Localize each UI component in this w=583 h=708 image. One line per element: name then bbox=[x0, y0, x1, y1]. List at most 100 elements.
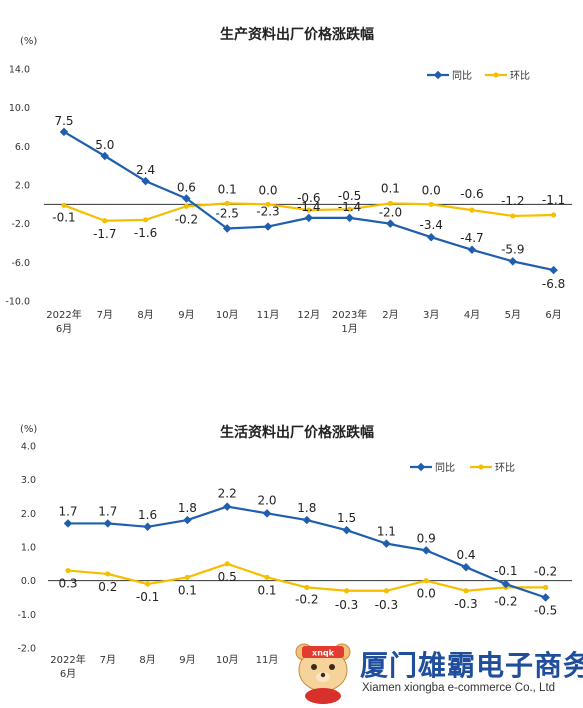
data-point-mom bbox=[224, 561, 230, 567]
data-label-mom: 0.1 bbox=[178, 583, 197, 597]
data-label-mom: -0.2 bbox=[534, 564, 557, 578]
data-label-mom: -0.2 bbox=[295, 592, 318, 606]
x-tick-label: 2023年 bbox=[332, 308, 367, 321]
y-tick-label: 4.0 bbox=[21, 442, 36, 453]
x-tick-label: 4月 bbox=[464, 309, 480, 321]
data-label-yoy: 1.7 bbox=[58, 504, 77, 518]
data-label-yoy: -0.5 bbox=[534, 604, 557, 618]
chart-title: 生活资料出厂价格涨跌幅 bbox=[220, 424, 374, 441]
data-point-yoy bbox=[141, 176, 150, 186]
data-point-mom bbox=[551, 212, 557, 218]
data-label-mom: -0.6 bbox=[460, 187, 483, 201]
x-tick-label: 7月 bbox=[100, 654, 116, 666]
legend-label: 同比 bbox=[435, 462, 455, 474]
data-point-mom bbox=[306, 207, 312, 213]
data-label-mom: 0.0 bbox=[422, 183, 441, 197]
data-point-yoy bbox=[100, 151, 110, 161]
data-point-mom bbox=[264, 574, 270, 580]
data-label-mom: -0.1 bbox=[52, 210, 75, 224]
data-label-yoy: 1.7 bbox=[98, 504, 117, 518]
data-point-mom bbox=[347, 206, 353, 212]
data-point-yoy bbox=[508, 257, 518, 266]
x-tick-label: 2022年 bbox=[50, 653, 85, 666]
data-point-yoy bbox=[182, 194, 191, 203]
data-label-mom: -1.1 bbox=[542, 193, 565, 207]
legend-marker bbox=[478, 464, 484, 470]
data-label-mom: 0.0 bbox=[417, 587, 436, 601]
data-point-mom bbox=[463, 588, 469, 594]
data-label-yoy: -0.1 bbox=[494, 564, 517, 578]
data-point-yoy bbox=[461, 562, 471, 572]
data-label-mom: -1.7 bbox=[93, 227, 116, 241]
data-label-mom: 0.1 bbox=[257, 583, 276, 597]
x-tick-label: 9月 bbox=[179, 654, 195, 666]
data-label-yoy: 1.1 bbox=[377, 525, 396, 539]
x-tick-label: 2月 bbox=[382, 309, 398, 321]
x-tick-label-line2: 6月 bbox=[56, 323, 72, 335]
x-tick-label: 10月 bbox=[216, 654, 239, 666]
data-label-mom: 0.5 bbox=[218, 570, 237, 584]
x-tick-label: 2022年 bbox=[46, 308, 81, 321]
y-tick-label: 10.0 bbox=[9, 103, 30, 114]
x-tick-label: 11月 bbox=[257, 309, 280, 321]
data-point-mom bbox=[344, 588, 350, 594]
data-point-yoy bbox=[183, 515, 192, 525]
data-label-mom: 0.0 bbox=[258, 183, 277, 197]
y-tick-label: 1.0 bbox=[21, 543, 36, 554]
data-point-yoy bbox=[263, 222, 273, 231]
x-tick-label: 5月 bbox=[505, 309, 521, 321]
data-label-mom: -0.6 bbox=[297, 191, 320, 205]
data-label-yoy: -2.5 bbox=[215, 207, 238, 221]
data-label-yoy: -2.0 bbox=[379, 206, 402, 220]
data-point-mom bbox=[510, 213, 516, 219]
data-point-mom bbox=[145, 581, 151, 587]
data-point-mom bbox=[102, 218, 108, 224]
chart-producer-goods: 生产资料出厂价格涨跌幅 (%) 14.0 10.0 6.0 2.0 -2.0 -6.0 -10.… bbox=[5, 26, 572, 335]
data-point-yoy bbox=[386, 219, 395, 228]
x-tick-label: 9月 bbox=[178, 309, 194, 321]
data-label-mom: -0.3 bbox=[375, 598, 398, 612]
x-tick-label: 11月 bbox=[256, 654, 279, 666]
data-label-mom: -0.2 bbox=[494, 594, 517, 608]
data-label-yoy: -2.3 bbox=[256, 205, 279, 219]
x-tick-label: 12月 bbox=[297, 309, 320, 321]
data-point-mom bbox=[143, 217, 149, 223]
legend-label: 环比 bbox=[510, 70, 530, 82]
bear-logo-icon: xnqk bbox=[295, 643, 351, 704]
y-unit-label: (%) bbox=[20, 424, 37, 435]
legend-marker bbox=[433, 70, 443, 80]
x-tick-label-line2: 6月 bbox=[60, 668, 76, 680]
data-label-yoy: -1.4 bbox=[338, 200, 361, 214]
company-name-en: Xiamen xiongba e-commerce Co., Ltd bbox=[362, 682, 556, 694]
data-point-yoy bbox=[342, 525, 351, 535]
data-point-mom bbox=[184, 574, 190, 580]
data-label-mom: -1.6 bbox=[134, 226, 157, 240]
data-point-yoy bbox=[222, 502, 232, 511]
x-tick-label: 10月 bbox=[216, 309, 239, 321]
company-name-cn: 厦门雄霸电子商务 bbox=[360, 649, 583, 682]
data-label-mom: -1.2 bbox=[501, 194, 524, 208]
data-label-yoy: -5.9 bbox=[501, 242, 524, 256]
data-label-yoy: 5.0 bbox=[95, 138, 114, 152]
y-tick-label: -10.0 bbox=[5, 297, 30, 308]
data-point-mom bbox=[469, 207, 475, 213]
y-tick-label: 2.0 bbox=[21, 509, 36, 520]
data-point-mom bbox=[304, 584, 310, 590]
data-label-yoy: 1.5 bbox=[337, 511, 356, 525]
x-tick-label: 3月 bbox=[423, 309, 439, 321]
data-point-yoy bbox=[541, 593, 550, 602]
legend-marker bbox=[416, 462, 426, 472]
data-point-yoy bbox=[345, 213, 354, 223]
data-point-yoy bbox=[59, 127, 69, 137]
data-label-mom: 0.2 bbox=[98, 580, 117, 594]
watermark: xnqk 厦门雄霸电子商务 Xiamen xiongba e-commerce … bbox=[290, 636, 583, 708]
data-point-yoy bbox=[262, 509, 272, 518]
data-label-mom: -0.3 bbox=[335, 598, 358, 612]
logo-text: xnqk bbox=[312, 649, 335, 658]
legend-label: 环比 bbox=[495, 462, 515, 474]
x-tick-label: 6月 bbox=[545, 309, 561, 321]
y-tick-label: 6.0 bbox=[15, 142, 30, 153]
y-unit-label: (%) bbox=[20, 36, 37, 47]
data-label-mom: -0.3 bbox=[454, 597, 477, 611]
data-point-yoy bbox=[222, 224, 232, 233]
